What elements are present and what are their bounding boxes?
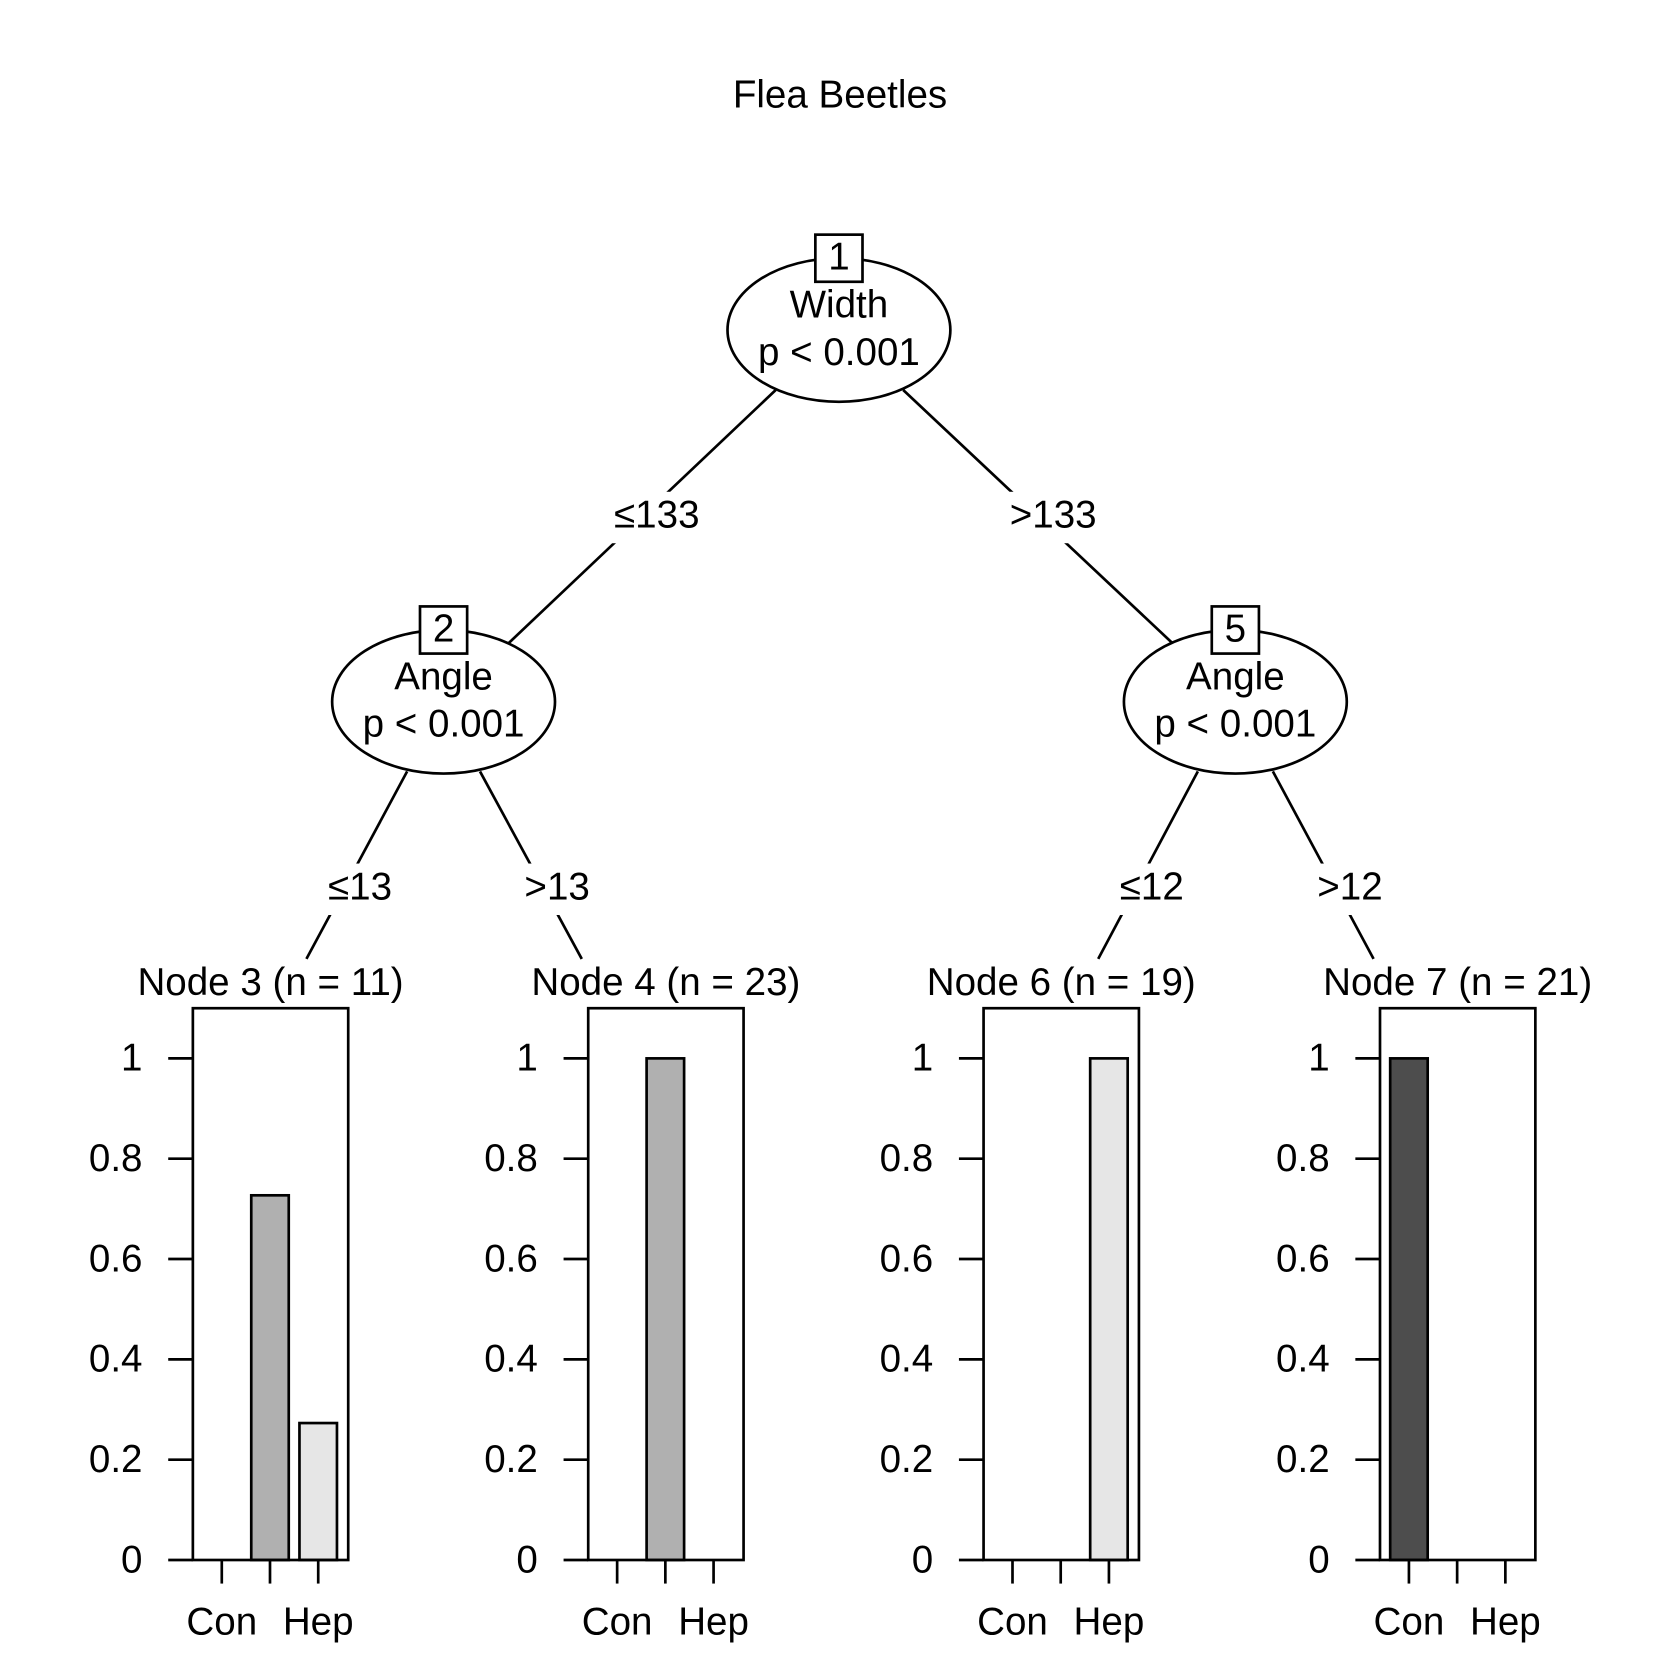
y-tick-label: 0.4 [89,1338,143,1381]
terminal-title: Node 4 (n = 23) [531,961,800,1004]
node-id: 2 [433,607,454,650]
y-tick-label: 0 [121,1538,142,1581]
edge-label: ≤12 [1120,865,1184,908]
bar [298,1421,339,1562]
node-id: 5 [1225,607,1246,650]
node-id-box [814,233,864,284]
x-tick-label: Hep [283,1600,354,1643]
y-tick-label: 0.8 [484,1137,538,1180]
x-tick-label: Hep [1470,1600,1541,1643]
node-p-value: p < 0.001 [363,703,525,746]
edge-label-backing [306,863,414,915]
title: Flea Beetles [733,74,947,117]
y-tick-label: 0.4 [1276,1338,1330,1381]
panel-box [1378,1006,1537,1562]
x-tick-label: Con [186,1600,257,1643]
y-tick-label: 0.2 [484,1438,538,1481]
x-tick-label: Con [1374,1600,1445,1643]
y-tick-label: 0.8 [880,1137,934,1180]
y-tick-label: 1 [121,1037,142,1080]
y-tick-label: 0.2 [880,1438,934,1481]
edge-label: >13 [524,865,589,908]
node-id-box [418,605,469,655]
node-variable: Width [790,284,889,327]
node-p-value: p < 0.001 [758,331,920,374]
panel-box [982,1006,1141,1562]
edge-label: >133 [1010,494,1097,537]
x-tick-label: Hep [1074,1600,1145,1643]
edge-label: >12 [1317,865,1382,908]
y-tick-label: 0.6 [89,1237,143,1280]
panel-box [191,1006,350,1562]
node-id: 1 [828,235,849,278]
y-tick-label: 0.6 [880,1237,934,1280]
bar [1088,1057,1130,1562]
terminal-title: Node 3 (n = 11) [137,961,403,1004]
edge-label: ≤13 [328,865,392,908]
y-tick-label: 0 [516,1538,537,1581]
y-tick-label: 0 [912,1538,933,1581]
y-tick-label: 0.4 [880,1338,934,1381]
y-tick-label: 0 [1308,1538,1329,1581]
terminal-title: Node 6 (n = 19) [927,961,1196,1004]
node-variable: Angle [394,655,493,698]
edge-label-backing [1296,863,1404,915]
terminal-title: Node 7 (n = 21) [1323,961,1592,1004]
node-variable: Angle [1186,655,1285,698]
edge-label: ≤133 [614,494,700,537]
bar [249,1193,291,1562]
y-tick-label: 1 [1308,1037,1329,1080]
y-tick-label: 0.4 [484,1338,538,1381]
y-tick-label: 0.6 [484,1237,538,1280]
y-tick-label: 0.2 [1276,1438,1330,1481]
y-tick-label: 0.8 [1276,1137,1330,1180]
edge-label-backing [503,863,611,915]
panel-box [586,1006,745,1562]
x-tick-label: Hep [678,1600,749,1643]
y-tick-label: 0.6 [1276,1237,1330,1280]
y-tick-label: 0.2 [89,1438,143,1481]
edge-label-backing [999,491,1107,544]
edge-label-backing [603,491,711,544]
y-tick-label: 1 [912,1037,933,1080]
x-tick-label: Con [977,1600,1048,1643]
edge-label-backing [1098,863,1206,915]
bar [1388,1057,1430,1562]
y-tick-label: 1 [516,1037,537,1080]
y-tick-label: 0.8 [89,1137,143,1180]
node-p-value: p < 0.001 [1154,703,1316,746]
x-tick-label: Con [582,1600,653,1643]
node-id-box [1210,605,1261,655]
bar [645,1057,686,1562]
